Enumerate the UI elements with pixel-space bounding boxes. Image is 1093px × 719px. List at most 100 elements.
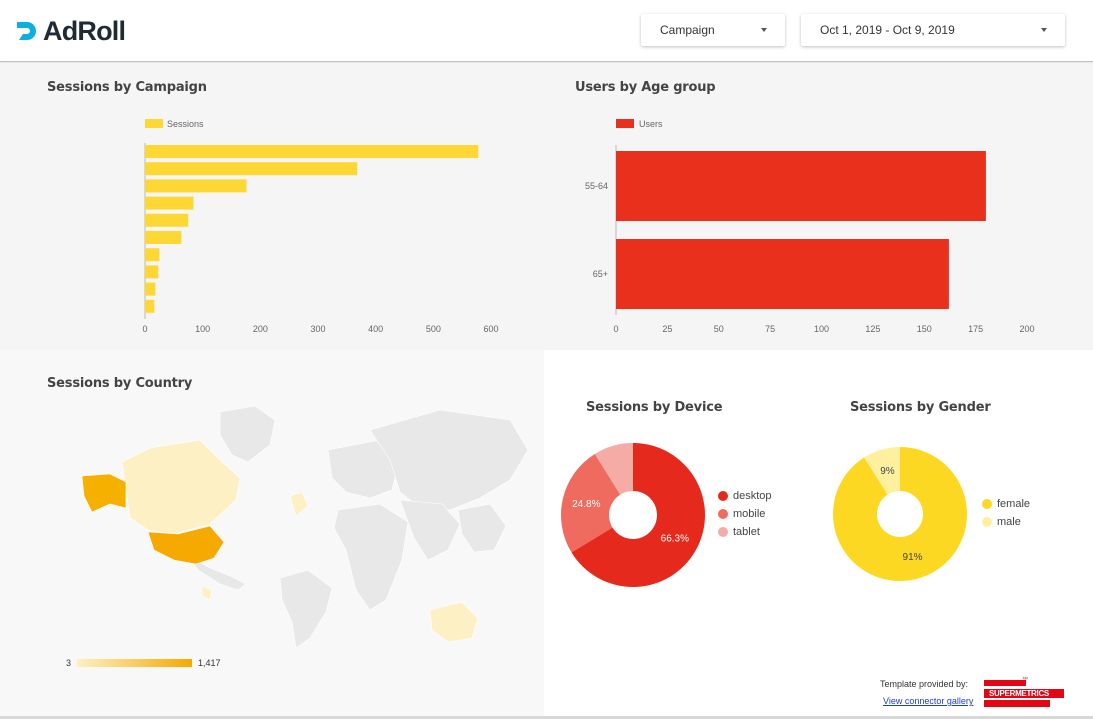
age-chart-title: Users by Age group (575, 80, 716, 95)
x-tick-label: 75 (765, 324, 775, 334)
slice-mobile (561, 453, 621, 553)
campaign-bar-chart: Sessions 0 100 200 300 400 500 600 (142, 119, 499, 334)
template-provided-by: Template provided by: (880, 679, 969, 689)
campaign-bar (145, 145, 479, 158)
device-donut-chart: 66.3% 24.8% (561, 443, 705, 587)
gender-legend: female male (982, 495, 1030, 531)
country-greenland (219, 405, 276, 463)
country-usa (147, 525, 225, 565)
country-brazil-highlight (201, 585, 213, 601)
view-connector-gallery-link[interactable]: View connector gallery (883, 696, 974, 706)
campaign-bar (145, 196, 194, 210)
country-scandinavia-uk (289, 491, 309, 517)
country-central-america (187, 555, 247, 591)
age-bar (616, 151, 986, 221)
y-tick-label: 55-64 (585, 181, 608, 191)
campaign-bar (145, 179, 247, 193)
country-middle-east-india (399, 499, 461, 561)
legend-female: female (982, 495, 1030, 513)
campaign-bar (145, 213, 189, 227)
x-tick-label: 600 (483, 324, 498, 334)
x-tick-label: 300 (310, 324, 325, 334)
legend-label: mobile (733, 508, 766, 520)
supermetrics-logo: SUPERMETRICS ™ (984, 677, 1064, 708)
country-alaska (81, 473, 127, 513)
legend-desktop: desktop (718, 487, 772, 505)
x-tick-label: 125 (865, 324, 880, 334)
slice-label: 66.3% (661, 534, 689, 545)
supermetrics-tm: ™ (1022, 677, 1028, 683)
campaign-dropdown[interactable]: Campaign (641, 14, 785, 46)
age-bar-chart: Users 55-64 65+ 0 25 50 75 100 125 150 175 200 (585, 119, 1035, 334)
map-scale-min: 3 (66, 658, 72, 668)
campaign-chart-title: Sessions by Campaign (47, 80, 207, 95)
country-australia (429, 601, 479, 643)
x-tick-label: 200 (253, 324, 268, 334)
legend-dot (982, 517, 992, 527)
campaign-bar (145, 282, 156, 296)
slice-label: 9% (880, 466, 895, 477)
country-russia-asia (369, 409, 529, 511)
slice-male (864, 447, 900, 495)
country-map-title: Sessions by Country (47, 376, 193, 391)
y-tick-label: 65+ (593, 269, 608, 279)
legend-swatch-users (616, 119, 634, 128)
legend-dot (718, 509, 728, 519)
age-bar (616, 239, 949, 309)
x-tick-label: 150 (917, 324, 932, 334)
x-tick-label: 0 (613, 324, 618, 334)
legend-mobile: mobile (718, 505, 772, 523)
campaign-bar (145, 231, 182, 244)
country-south-america (279, 569, 333, 649)
gender-donut-chart: 91% 9% (833, 447, 967, 581)
device-chart-title: Sessions by Device (586, 400, 723, 415)
country-canada (121, 439, 241, 535)
date-range-dropdown[interactable]: Oct 1, 2019 - Oct 9, 2019 (801, 14, 1065, 46)
world-map (81, 405, 529, 649)
legend-dot (718, 527, 728, 537)
legend-dot (982, 499, 992, 509)
legend-dot (718, 491, 728, 501)
slice-label: 91% (903, 552, 923, 563)
device-legend: desktop mobile tablet (718, 487, 772, 541)
adroll-logo: AdRoll (15, 15, 126, 46)
x-tick-label: 0 (142, 324, 147, 334)
x-tick-label: 100 (195, 324, 210, 334)
x-tick-label: 25 (662, 324, 672, 334)
gender-chart-title: Sessions by Gender (850, 400, 991, 415)
x-tick-label: 50 (714, 324, 724, 334)
chevron-down-icon (761, 28, 767, 32)
legend-label: tablet (733, 526, 760, 538)
x-tick-label: 175 (968, 324, 983, 334)
country-africa (333, 503, 409, 611)
legend-label: male (997, 516, 1021, 528)
x-tick-label: 200 (1019, 324, 1034, 334)
campaign-dropdown-label: Campaign (660, 23, 715, 37)
x-tick-label: 400 (368, 324, 383, 334)
legend-tablet: tablet (718, 523, 772, 541)
legend-label-sessions: Sessions (167, 119, 204, 129)
legend-swatch-sessions (145, 119, 163, 128)
bottom-border (0, 716, 1093, 719)
supermetrics-wordmark: SUPERMETRICS (989, 689, 1049, 698)
slice-female (833, 447, 967, 581)
slice-label: 24.8% (572, 499, 600, 510)
x-tick-label: 100 (814, 324, 829, 334)
x-tick-label: 500 (426, 324, 441, 334)
legend-male: male (982, 513, 1030, 531)
campaign-bar (145, 248, 160, 262)
header: AdRoll Campaign Oct 1, 2019 - Oct 9, 201… (0, 0, 1093, 62)
legend-label-users: Users (639, 119, 663, 129)
map-scale-max: 1,417 (198, 658, 221, 668)
chevron-down-icon (1041, 28, 1047, 32)
legend-label: female (997, 498, 1031, 510)
map-scale-bar (77, 659, 192, 667)
country-southeast-asia (457, 503, 507, 553)
adroll-mark-icon (17, 22, 36, 40)
legend-label: desktop (733, 490, 772, 502)
campaign-bar (145, 265, 159, 279)
campaign-bar (145, 162, 358, 176)
slice-desktop (571, 443, 705, 587)
logo-text: AdRoll (43, 15, 126, 46)
campaign-bar (145, 299, 155, 313)
